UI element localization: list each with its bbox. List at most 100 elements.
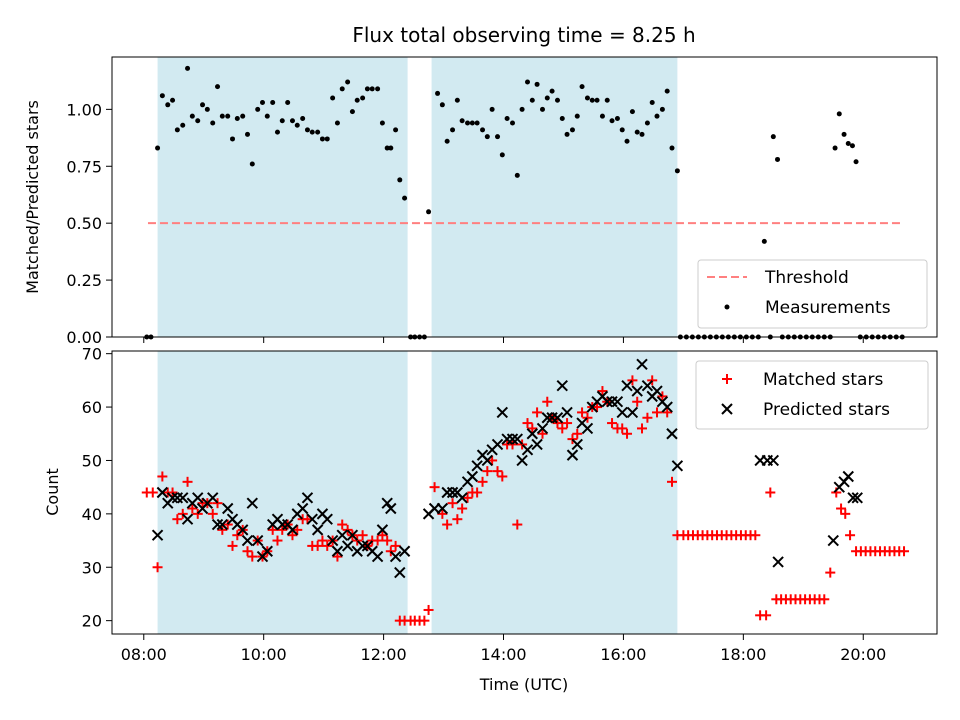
- measurement-point: [300, 115, 306, 121]
- measurement-point: [339, 86, 345, 92]
- predicted-star-point: [156, 486, 169, 499]
- marker-stroke: [346, 529, 359, 541]
- measurement-point: [539, 106, 545, 112]
- marker-stroke: [216, 518, 229, 531]
- legend-matched-label: Matched stars: [763, 370, 883, 390]
- measurement-point: [836, 111, 842, 117]
- matched-star-point: [429, 482, 440, 493]
- observing-window: [431, 57, 678, 337]
- matched-star-point: [177, 508, 188, 519]
- matched-star-point: [557, 423, 568, 434]
- measurement-point: [654, 113, 660, 119]
- matched-star-point: [217, 524, 228, 535]
- measurement-point: [309, 129, 315, 135]
- chart-title: Flux total observing time = 8.25 h: [352, 23, 695, 47]
- top-y-axis: 0.00 0.25 0.50 0.75 1.00: [66, 100, 112, 347]
- marker-stroke: [456, 492, 468, 504]
- predicted-star-point: [306, 513, 318, 525]
- predicted-star-point: [511, 433, 524, 445]
- measurement-point: [215, 84, 221, 90]
- measurement-point: [189, 113, 195, 119]
- predicted-star-point: [506, 433, 519, 445]
- measurement-point: [204, 106, 210, 112]
- matched-star-point: [567, 434, 578, 445]
- matched-star-point: [652, 407, 663, 418]
- matched-star-point: [532, 407, 543, 418]
- measurement-point: [180, 122, 186, 128]
- marker-stroke: [516, 454, 528, 467]
- matched-star-point: [457, 503, 468, 514]
- x-tick-label: 14:00: [480, 645, 526, 664]
- x-tick-label: 10:00: [241, 645, 287, 664]
- bottom-y-tick-label: 20: [82, 612, 102, 631]
- matched-star-point: [552, 418, 563, 429]
- marker-stroke: [511, 433, 524, 445]
- predicted-star-point: [341, 540, 354, 552]
- marker-stroke: [222, 502, 234, 515]
- predicted-star-point: [626, 406, 639, 419]
- measurement-point: [832, 145, 838, 151]
- matched-star-point: [542, 396, 553, 407]
- matched-star-point: [472, 487, 483, 498]
- matched-star-point: [482, 466, 493, 477]
- predicted-star-point: [641, 380, 654, 392]
- matched-star-point: [192, 508, 203, 519]
- measurement-point: [495, 134, 501, 140]
- predicted-star-point: [456, 492, 468, 504]
- measurement-point: [504, 115, 510, 121]
- predicted-star-point: [241, 534, 254, 547]
- measurement-point: [514, 172, 520, 178]
- measurement-point: [549, 88, 555, 94]
- matched-star-point: [537, 428, 548, 439]
- marker-stroke: [561, 406, 573, 419]
- legend-measurements-swatch: [724, 304, 730, 310]
- marker-stroke: [286, 524, 299, 536]
- predicted-star-point: [321, 513, 333, 525]
- observing-window: [157, 351, 408, 634]
- measurement-point: [534, 81, 540, 87]
- measurement-point: [393, 127, 399, 133]
- matched-star-point: [232, 530, 243, 541]
- matched-star-point: [637, 423, 648, 434]
- matched-star-point: [572, 428, 583, 439]
- marker-stroke: [851, 492, 863, 504]
- marker-stroke: [496, 406, 509, 419]
- matched-star-point: [292, 524, 303, 535]
- matched-star-point: [312, 540, 323, 551]
- marker-stroke: [651, 385, 663, 397]
- matched-star-point: [512, 519, 523, 530]
- marker-stroke: [626, 406, 639, 419]
- measurement-point: [304, 127, 310, 133]
- marker-stroke: [451, 486, 464, 499]
- bottom-y-axis-label: Count: [43, 468, 62, 516]
- marker-stroke: [641, 380, 654, 392]
- measurement-point: [544, 95, 550, 101]
- predicted-star-point: [381, 497, 393, 509]
- predicted-star-point: [394, 566, 406, 579]
- marker-stroke: [581, 422, 594, 435]
- measurement-point: [349, 109, 355, 115]
- predicted-star-point: [346, 529, 359, 541]
- marker-stroke: [481, 454, 494, 467]
- marker-stroke: [526, 428, 539, 440]
- marker-stroke: [616, 406, 628, 419]
- matched-star-point: [765, 487, 776, 498]
- marker-stroke: [361, 540, 374, 552]
- marker-stroke: [326, 534, 339, 547]
- measurement-point: [761, 238, 767, 244]
- measurement-point: [849, 143, 855, 149]
- predicted-star-point: [192, 492, 204, 504]
- measurement-point: [474, 120, 480, 126]
- marker-stroke: [536, 422, 549, 435]
- measurement-point: [614, 115, 620, 121]
- matched-star-point: [247, 551, 258, 562]
- marker-stroke: [576, 417, 588, 429]
- marker-stroke: [177, 492, 189, 504]
- matched-star-point: [182, 476, 193, 487]
- marker-stroke: [847, 492, 859, 504]
- legend-matched-swatch: [722, 374, 732, 384]
- top-observing-windows: [157, 57, 678, 337]
- measurement-point: [354, 97, 360, 103]
- matched-star-point: [517, 439, 528, 450]
- matched-star-point: [452, 514, 463, 525]
